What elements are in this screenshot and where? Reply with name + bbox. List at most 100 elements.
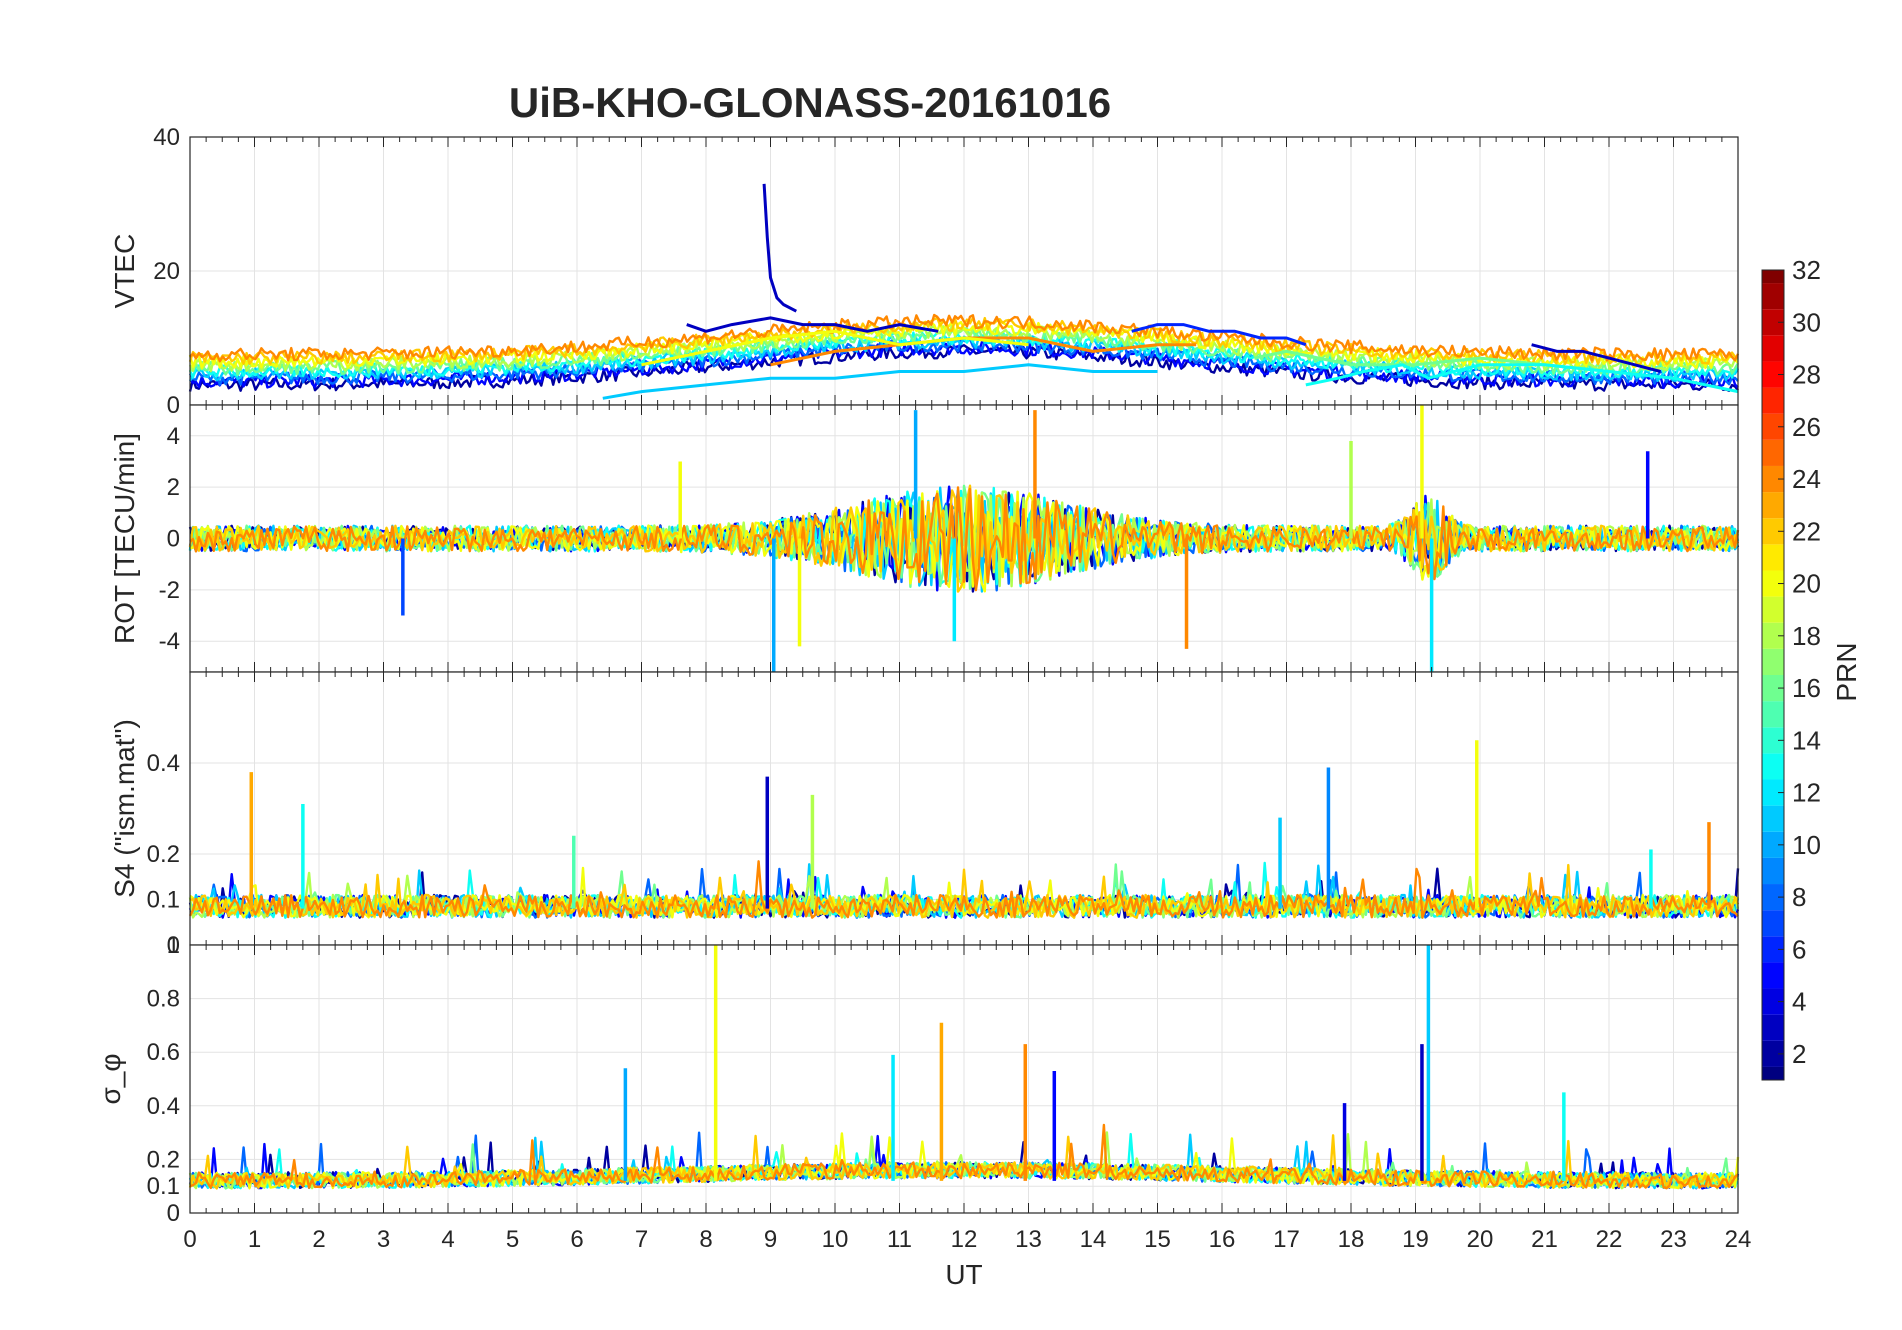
colorbar-swatch-prn-1 (1762, 1066, 1784, 1080)
sigma-panel: 00.10.20.40.60.81σ_φ0 1 2 3 4 5 6 7 8 9 10 11 12 13 14… (95, 932, 1751, 1253)
xtick-label: 24 (1725, 1226, 1752, 1253)
colorbar-swatch-prn-14 (1762, 727, 1784, 754)
colorbar-swatch-prn-21 (1762, 544, 1784, 571)
xtick-label: 14 (1080, 1226, 1107, 1253)
vtec-arc-prn-6 (1131, 323, 1307, 347)
colorbar-tick-label: 20 (1792, 569, 1821, 599)
rot-ytick-label: 0 (167, 526, 180, 553)
colorbar-tick-label: 4 (1792, 987, 1806, 1017)
sigma-ytick-label: 0 (167, 1200, 180, 1227)
xtick-label: 4 (441, 1226, 454, 1253)
s4-ytick-label: 0.4 (147, 750, 180, 777)
rot-ytick-label: -2 (159, 577, 180, 604)
colorbar-swatch-prn-18 (1762, 622, 1784, 649)
x-axis-label: UT (945, 1259, 982, 1290)
sigma-y-axis-label: σ_φ (95, 1053, 126, 1104)
colorbar-tick-label: 28 (1792, 360, 1821, 390)
colorbar-tick-label: 16 (1792, 673, 1821, 703)
colorbar-swatch-prn-28 (1762, 361, 1784, 388)
rot-ytick-label: -4 (159, 628, 180, 655)
rot-ytick-label: 2 (167, 474, 180, 501)
vtec-arc-prn-3 (1531, 343, 1661, 373)
colorbar-frame (1761, 269, 1785, 1081)
colorbar-tick-label: 8 (1792, 882, 1806, 912)
colorbar-tick-label: 30 (1792, 307, 1821, 337)
colorbar-swatch-prn-11 (1762, 805, 1784, 832)
colorbar-swatch-prn-13 (1762, 753, 1784, 780)
colorbar-swatch-prn-8 (1762, 884, 1784, 911)
xtick-label: 2 (312, 1226, 325, 1253)
s4-y-axis-label: S4 ("ism.mat") (109, 719, 140, 898)
colorbar-swatch-prn-32 (1762, 270, 1784, 284)
colorbar-tick-label: 2 (1792, 1039, 1806, 1069)
colorbar-swatch-prn-30 (1762, 309, 1784, 336)
colorbar-swatch-prn-12 (1762, 779, 1784, 806)
colorbar-swatch-prn-3 (1762, 1014, 1784, 1041)
sigma-ytick-label: 0.4 (147, 1093, 180, 1120)
s4-panel: 0 0.1 0.2 0.4 S4 ("ism.mat") (109, 671, 1740, 959)
vtec-y-axis-label: VTEC (109, 234, 140, 309)
xtick-label: 3 (377, 1226, 390, 1253)
xtick-label: 23 (1660, 1226, 1687, 1253)
vtec-arc-prn-11 (602, 363, 1158, 400)
sigma-ytick-label: 0.8 (147, 986, 180, 1013)
xtick-label: 17 (1273, 1226, 1300, 1253)
colorbar-swatch-prn-29 (1762, 335, 1784, 362)
vtec-arc-prn-20 (641, 329, 1029, 367)
colorbar-tick-label: 18 (1792, 621, 1821, 651)
colorbar-swatch-prn-26 (1762, 413, 1784, 440)
colorbar-swatch-prn-17 (1762, 648, 1784, 675)
chart-title: UiB-KHO-GLONASS-20161016 (509, 79, 1111, 126)
colorbar-swatch-prn-19 (1762, 596, 1784, 623)
colorbar-swatch-prn-20 (1762, 570, 1784, 597)
s4-ytick-label: 0.2 (147, 841, 180, 868)
colorbar-tick-label: 22 (1792, 516, 1821, 546)
xtick-label: 6 (570, 1226, 583, 1253)
vtec-arc-prn-24 (770, 336, 1197, 367)
colorbar-swatch-prn-5 (1762, 962, 1784, 989)
colorbar-tick-label: 26 (1792, 412, 1821, 442)
colorbar-tick-label: 24 (1792, 464, 1821, 494)
rot-ytick-label: 4 (167, 423, 180, 450)
xtick-label: 5 (506, 1226, 519, 1253)
sigma-ytick-label: 0.6 (147, 1039, 180, 1066)
xtick-label: 22 (1596, 1226, 1623, 1253)
colorbar-swatch-prn-9 (1762, 857, 1784, 885)
vtec-arc-prn-3 (686, 316, 939, 333)
colorbar-label: PRN (1831, 642, 1862, 701)
colorbar-swatch-prn-23 (1762, 492, 1784, 519)
rot-y-axis-label: ROT [TECU/min] (109, 433, 140, 644)
rot-series-prn-24 (189, 486, 1740, 592)
vtec-arc-prn-13 (1305, 363, 1739, 394)
s4-ytick-label: 0 (167, 932, 180, 959)
s4-ytick-label: 0.1 (147, 887, 180, 914)
colorbar-swatch-prn-25 (1762, 439, 1784, 466)
colorbar-swatch-prn-16 (1762, 675, 1784, 702)
colorbar-tick-label: 32 (1792, 255, 1821, 285)
xtick-label: 1 (248, 1226, 261, 1253)
colorbar-swatch-prn-2 (1762, 1040, 1784, 1067)
xtick-label: 13 (1015, 1226, 1042, 1253)
xtick-label: 15 (1144, 1226, 1171, 1253)
colorbar-swatch-prn-10 (1762, 831, 1784, 858)
xtick-label: 18 (1338, 1226, 1365, 1253)
xtick-label: 21 (1531, 1226, 1558, 1253)
colorbar-swatch-prn-6 (1762, 936, 1784, 963)
sigma-ytick-label: 0.2 (147, 1146, 180, 1173)
rot-panel: -4 -2 0 2 4 ROT [TECU/min] (109, 404, 1740, 673)
colorbar-tick-label: 10 (1792, 830, 1821, 860)
xtick-label: 16 (1209, 1226, 1236, 1253)
vtec-ytick-label: 20 (153, 258, 180, 285)
xtick-label: 10 (822, 1226, 849, 1253)
s4-series-prn-24 (188, 860, 1739, 919)
colorbar-swatch-prn-15 (1762, 701, 1784, 728)
xtick-label: 0 (183, 1226, 196, 1253)
colorbar-swatch-prn-7 (1762, 910, 1784, 937)
colorbar-tick-label: 14 (1792, 725, 1821, 755)
colorbar-tick-label: 12 (1792, 778, 1821, 808)
colorbar-swatch-prn-24 (1762, 465, 1784, 493)
sigma-series-prn-24 (189, 1123, 1739, 1190)
vtec-series-prn-8 (188, 337, 1739, 386)
xtick-label: 8 (699, 1226, 712, 1253)
